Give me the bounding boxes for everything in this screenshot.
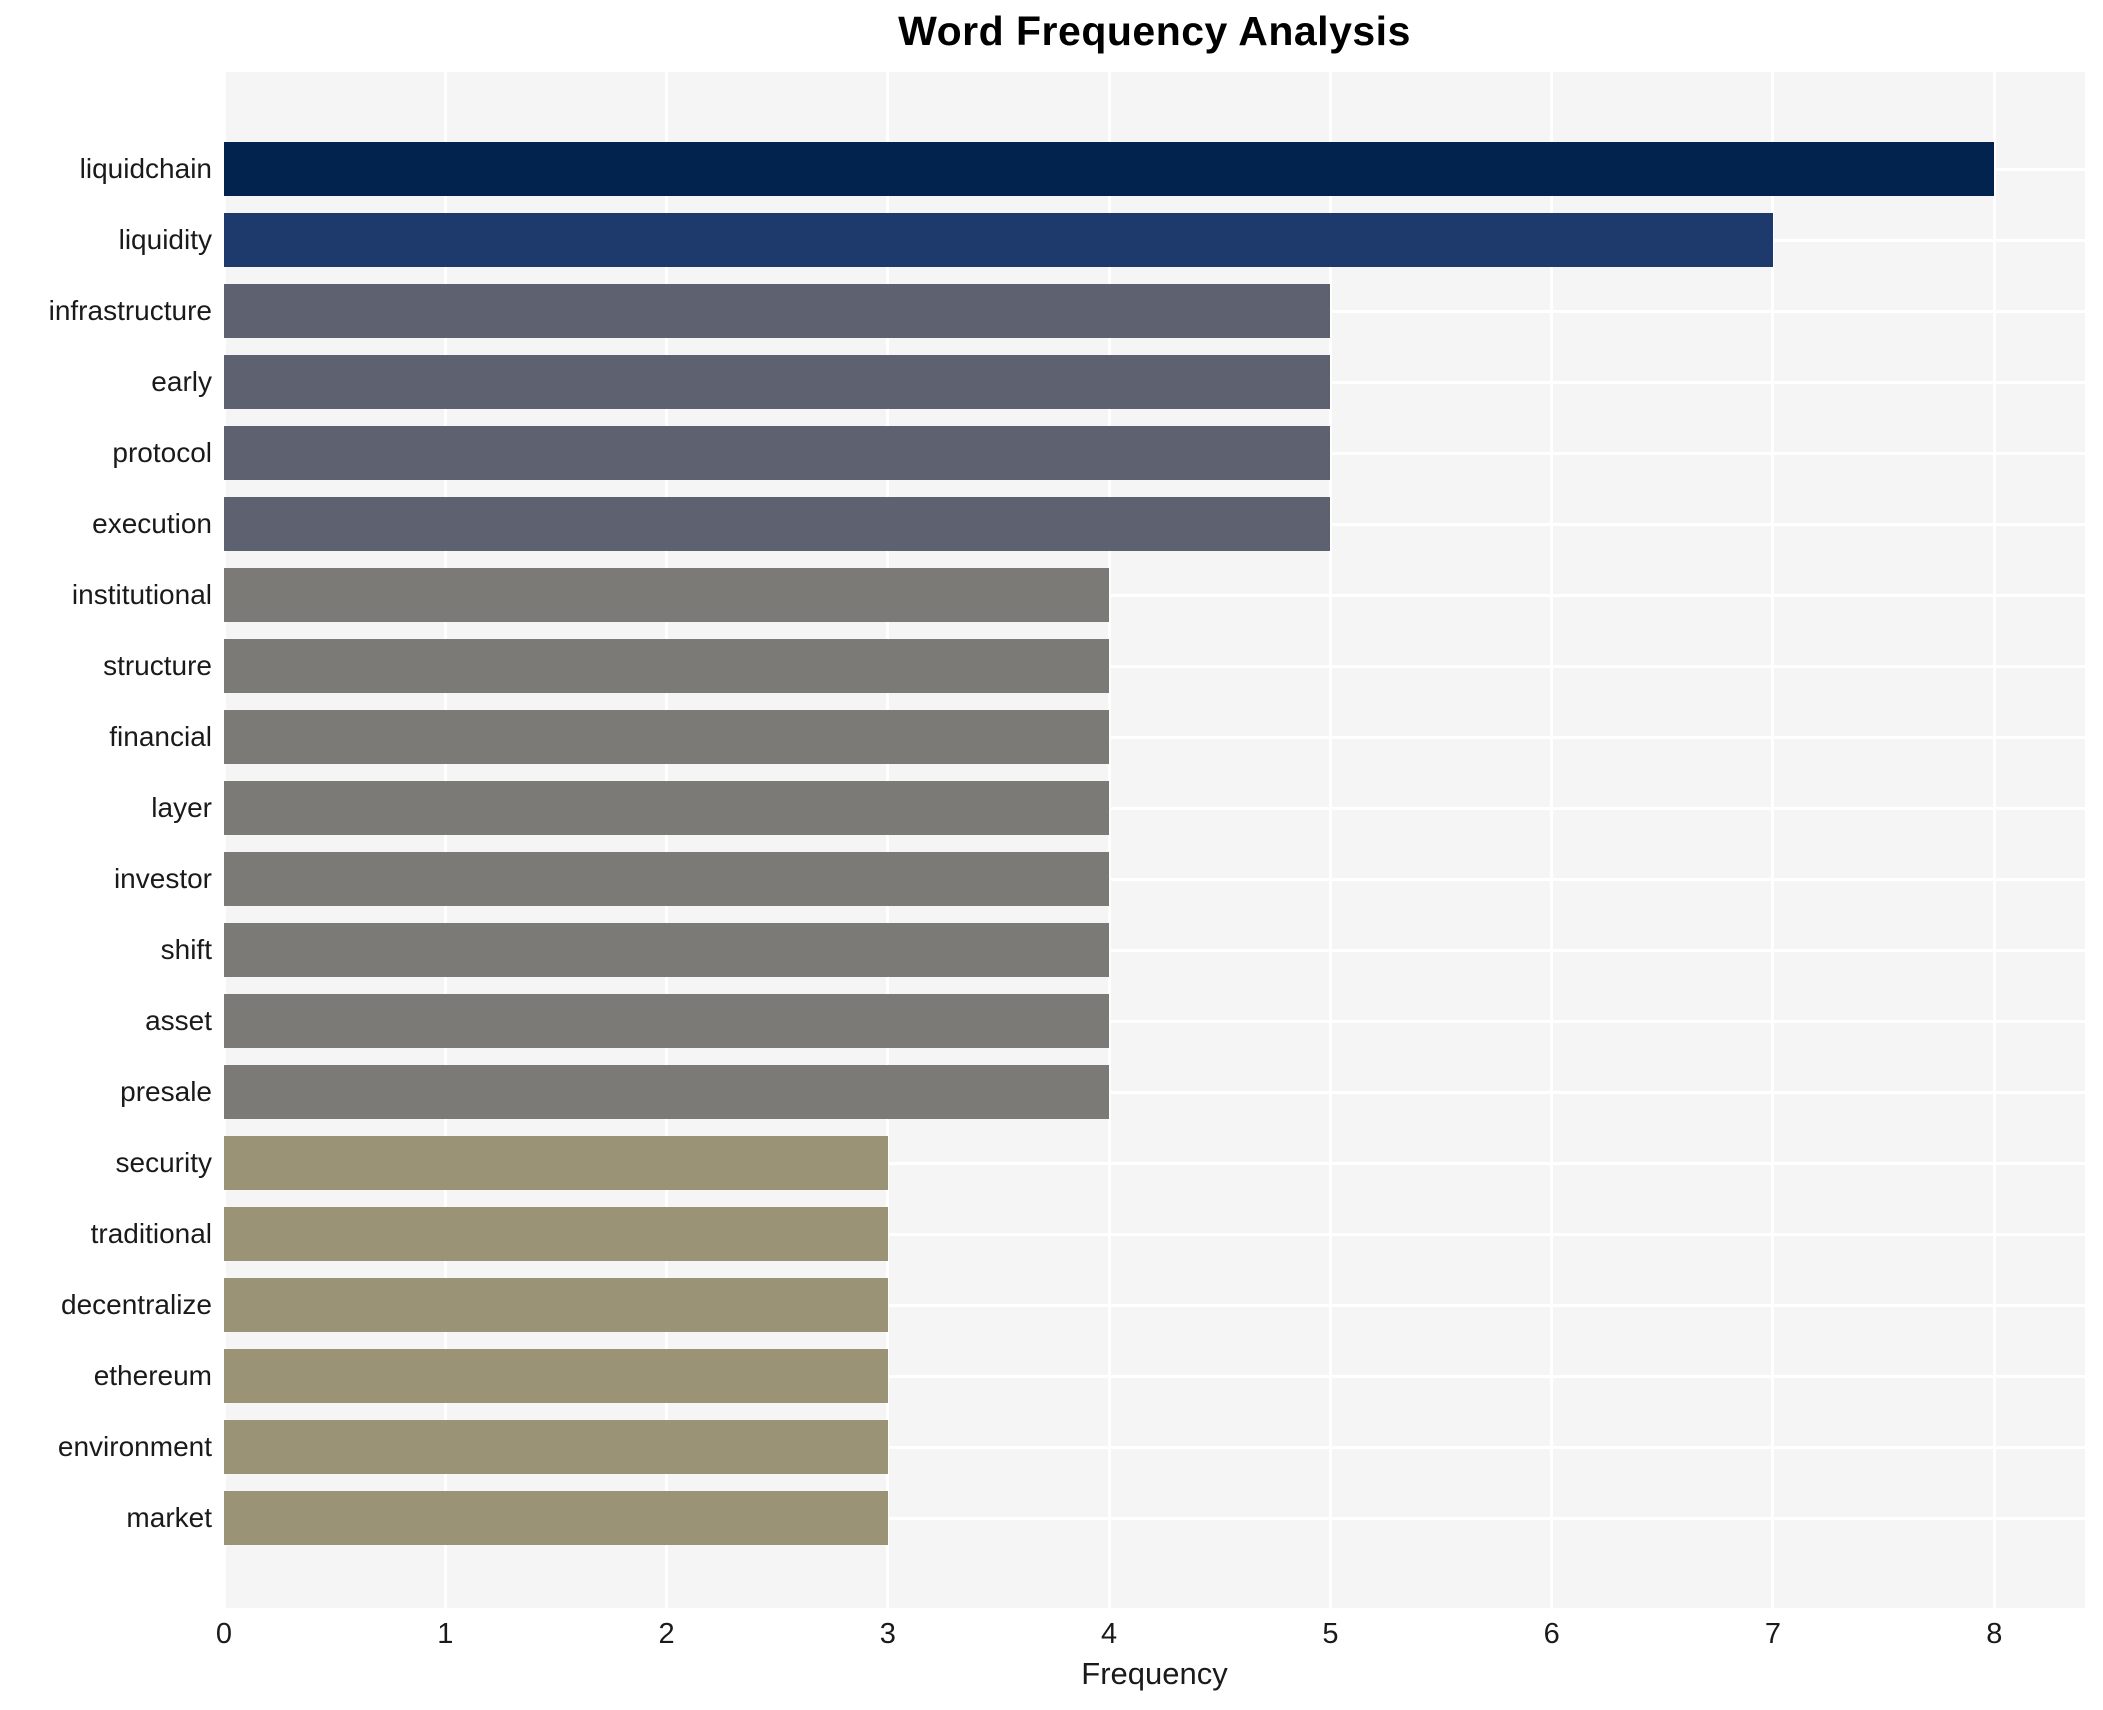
gridline-vertical	[1550, 72, 1554, 1608]
x-tick-label: 0	[215, 1618, 233, 1650]
x-tick-label: 7	[1764, 1618, 1782, 1650]
bar-financial	[224, 710, 1110, 764]
x-axis-ticks: 0 1 2 3 4 5 6 7 8	[216, 1618, 2085, 1658]
y-axis-label-financial: financial	[109, 721, 212, 752]
y-axis-label-liquidity: liquidity	[118, 224, 212, 255]
gridline-horizontal	[224, 1090, 2085, 1094]
x-tick-label: 6	[1543, 1618, 1560, 1650]
y-axis-label-liquidchain: liquidchain	[79, 153, 212, 184]
bar-liquidchain	[224, 142, 1995, 196]
plot-area	[222, 72, 2085, 1608]
y-axis-label-presale: presale	[120, 1076, 212, 1107]
x-tick-label: 5	[1322, 1618, 1339, 1650]
gridline-vertical	[222, 72, 226, 1608]
x-tick-label: 4	[1101, 1618, 1118, 1650]
bar-asset	[224, 994, 1110, 1048]
gridline-horizontal	[224, 1516, 2085, 1520]
y-axis-label-layer: layer	[151, 792, 212, 823]
gridline-horizontal	[224, 1374, 2085, 1378]
gridline-vertical	[665, 72, 669, 1608]
y-axis-labels: liquidchain liquidity infrastructure early p…	[0, 72, 212, 1608]
x-tick-label: 1	[437, 1618, 454, 1650]
y-axis-label-ethereum: ethereum	[93, 1360, 212, 1391]
bar-traditional	[224, 1207, 888, 1261]
gridline-horizontal	[224, 1303, 2085, 1307]
gridline-horizontal	[224, 593, 2085, 597]
y-axis-label-infrastructure: infrastructure	[48, 295, 212, 326]
bar-environment	[224, 1420, 888, 1474]
gridline-horizontal	[224, 1161, 2085, 1165]
gridline-horizontal	[224, 877, 2085, 881]
gridline-horizontal	[224, 1019, 2085, 1023]
bar-shift	[224, 923, 1110, 977]
bar-investor	[224, 852, 1110, 906]
gridline-vertical	[1328, 72, 1332, 1608]
y-axis-label-decentralize: decentralize	[61, 1289, 212, 1320]
y-axis-label-execution: execution	[92, 508, 212, 539]
gridline-horizontal	[224, 735, 2085, 739]
bar-liquidity	[224, 213, 1773, 267]
y-axis-label-investor: investor	[113, 863, 212, 894]
y-axis-label-environment: environment	[57, 1431, 212, 1462]
bar-infrastructure	[224, 284, 1331, 338]
gridline-horizontal	[224, 1445, 2085, 1449]
y-axis-label-security: security	[115, 1147, 212, 1178]
bar-security	[224, 1136, 888, 1190]
y-axis-label-protocol: protocol	[112, 437, 212, 468]
bar-execution	[224, 497, 1331, 551]
y-axis-label-traditional: traditional	[90, 1218, 212, 1249]
gridline-vertical	[1107, 72, 1111, 1608]
bar-market	[224, 1491, 888, 1545]
bar-decentralize	[224, 1278, 888, 1332]
gridline-horizontal	[224, 806, 2085, 810]
x-tick-label: 8	[1986, 1618, 2003, 1650]
bar-presale	[224, 1065, 1110, 1119]
y-axis-label-structure: structure	[103, 650, 212, 681]
gridline-vertical	[886, 72, 890, 1608]
gridline-horizontal	[224, 664, 2085, 668]
bar-structure	[224, 639, 1110, 693]
gridline-horizontal	[224, 948, 2085, 952]
bar-layer	[224, 781, 1110, 835]
gridline-horizontal	[224, 1232, 2085, 1236]
y-axis-label-market: market	[126, 1502, 212, 1533]
x-tick-label: 2	[658, 1618, 675, 1650]
chart-title: Word Frequency Analysis	[898, 8, 1411, 54]
y-axis-label-early: early	[151, 366, 212, 397]
bar-ethereum	[224, 1349, 888, 1403]
bar-protocol	[224, 426, 1331, 480]
gridline-vertical	[443, 72, 447, 1608]
x-tick-label: 3	[879, 1618, 896, 1650]
bar-institutional	[224, 568, 1110, 622]
y-axis-label-institutional: institutional	[71, 579, 212, 610]
x-axis-label: Frequency	[1081, 1656, 1228, 1691]
y-axis-label-shift: shift	[160, 934, 212, 965]
bar-early	[224, 355, 1331, 409]
y-axis-label-asset: asset	[145, 1005, 212, 1036]
gridline-vertical	[1771, 72, 1775, 1608]
gridline-vertical	[1992, 72, 1996, 1608]
